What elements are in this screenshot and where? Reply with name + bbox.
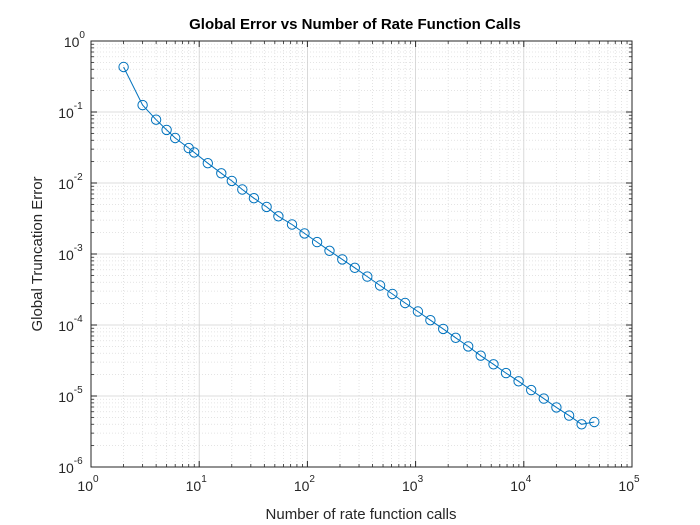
x-tick-label: 10 4 [510,474,532,494]
data-point [450,332,461,343]
data-point [226,175,238,187]
y-tick-label-base: 10 [58,247,74,263]
x-tick-label-exponent: 4 [526,474,532,485]
data-point [551,402,562,413]
x-tick-label-exponent: 5 [634,474,640,485]
x-tick-label-exponent: 2 [309,474,315,485]
data-point [202,158,214,169]
y-tick-label-exponent: -4 [74,314,83,325]
data-point [576,419,587,430]
data-point [150,114,162,125]
x-tick-label-base: 10 [402,478,418,494]
y-tick-label: -510 [58,385,83,405]
y-tick-label-exponent: -3 [74,243,83,254]
x-tick-label: 10 5 [618,474,640,494]
y-tick-label-base: 10 [58,176,74,192]
data-point [500,367,512,379]
data-point [526,384,537,396]
data-point [216,168,227,179]
data-point [349,262,360,273]
data-point [463,341,474,352]
y-tick-label: -110 [58,101,83,121]
y-tick-label: -310 [58,243,83,263]
x-tick-label-base: 10 [510,478,526,494]
y-tick-label-base: 10 [58,460,74,476]
data-point [387,288,398,300]
x-tick-label-base: 10 [186,478,202,494]
x-tick-label-base: 10 [618,478,634,494]
data-point [475,350,486,361]
x-tick-label: 10 2 [294,474,316,494]
y-tick-label: 010 [64,30,86,50]
x-tick-label-base: 10 [294,478,310,494]
x-tick-label-exponent: 1 [201,474,207,485]
y-tick-label-base: 10 [64,34,80,50]
data-point [299,228,310,239]
data-point [412,306,424,317]
data-point [237,184,248,195]
data-point [438,323,449,335]
data-point [311,236,323,248]
y-tick-label-exponent: 0 [79,30,85,41]
y-tick-label-base: 10 [58,389,74,405]
data-point [399,297,411,309]
y-tick-label-base: 10 [58,318,74,334]
x-tick-label: 10 1 [186,474,208,494]
data-point [563,410,575,421]
data-point [118,61,129,73]
data-point [189,147,200,158]
data-point [273,211,284,222]
y-tick-label: -610 [58,456,83,476]
y-tick-label-exponent: -6 [74,456,83,467]
x-tick-label: 10 0 [77,474,99,494]
data-point [374,280,386,291]
data-point [513,376,524,387]
x-tick-label-exponent: 3 [418,474,424,485]
y-tick-label-exponent: -2 [74,172,83,183]
data-point [589,416,600,428]
x-tick-label-exponent: 0 [93,474,99,485]
x-axis-ticks: 10 0 10 1 10 2 10 3 10 4 10 5 [77,41,640,494]
data-point [286,219,298,230]
y-axis-label: Global Truncation Error [29,176,46,331]
data-point [488,359,499,370]
data-point [170,132,181,144]
chart-title: Global Error vs Number of Rate Function … [189,16,521,33]
x-tick-label-base: 10 [77,478,93,494]
data-point [248,193,260,204]
x-tick-label: 10 3 [402,474,424,494]
y-tick-label: -210 [58,172,83,192]
grid [90,40,633,468]
data-point [425,315,436,326]
data-point [137,99,148,111]
data-point [261,201,272,213]
y-tick-label-base: 10 [58,105,74,121]
data-point [538,393,549,404]
data-point [337,254,348,265]
y-tick-label-exponent: -5 [74,385,83,396]
data-point [362,271,373,282]
y-tick-label: -410 [58,314,83,334]
y-tick-label-exponent: -1 [74,101,83,112]
data-point [324,245,335,257]
series-group [118,61,600,430]
data-point [161,124,172,136]
x-axis-label: Number of rate function calls [266,506,457,523]
